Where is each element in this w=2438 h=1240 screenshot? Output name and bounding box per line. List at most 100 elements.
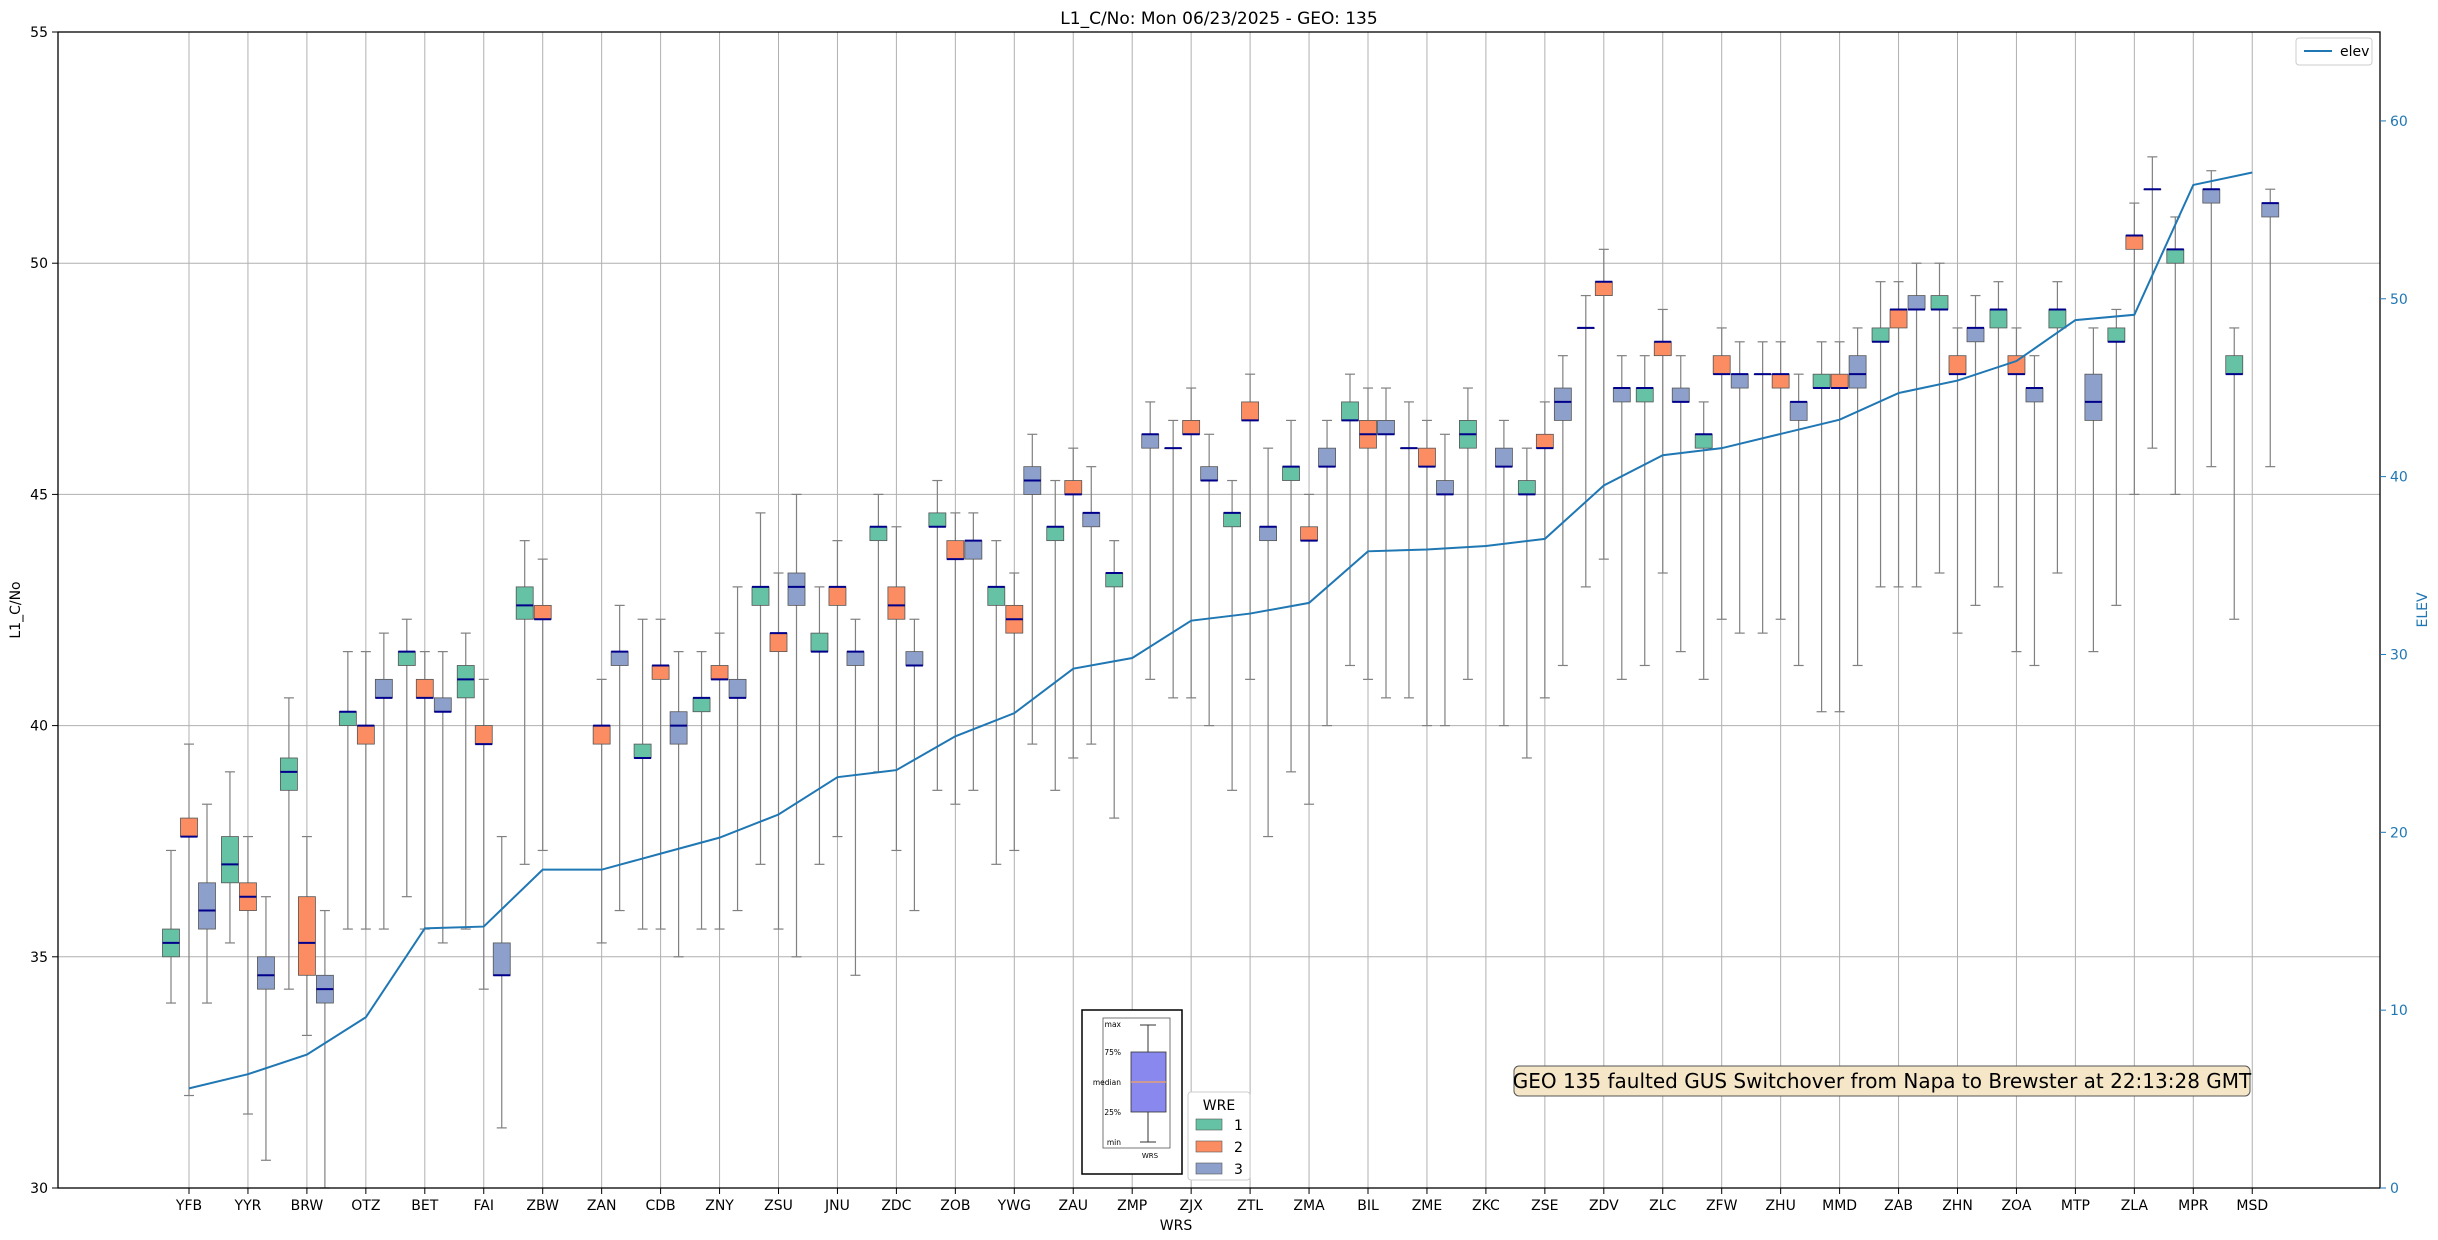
box-iqr [869,526,888,542]
y-tick-label: 30 [30,1181,48,1197]
box-iqr [433,697,452,713]
x-tick-label: ZSU [764,1198,793,1214]
box-iqr [787,572,806,606]
box-iqr [2125,235,2144,250]
box-wre2-ZAU [1064,447,1083,759]
y-axis-left: 30 35 40 45 50 55 [30,25,58,1197]
box-iqr [2025,387,2044,403]
box-wre2-ZAN [592,678,611,944]
x-tick-label: YWG [997,1198,1031,1214]
box-wre1-CDB [633,618,652,930]
box-wre1-JNU [810,586,829,865]
box-wre2-ZLA [2125,202,2144,495]
box-iqr [1105,572,1124,588]
box-wre1-YYR [221,771,239,944]
box-iqr [1141,433,1160,449]
x-tick-label: CDB [646,1198,676,1214]
box-iqr [769,632,788,653]
box-iqr [2225,355,2244,375]
box-wre3-ZOA [2025,355,2044,667]
box-wre1-YFB [162,849,180,1004]
wre-legend-title: WRE [1203,1098,1235,1114]
y-axis-right-label: ELEV [2415,592,2431,627]
box-wre3-ZSU [787,493,806,958]
box-iqr [533,604,552,620]
annotation: GEO 135 faulted GUS Switchover from Napa… [1513,1065,2252,1097]
wre-legend-label-2: 2 [1234,1140,1243,1156]
box-iqr [2166,248,2185,264]
box-wre1-ZME [1400,401,1418,699]
y-tick-label: 50 [30,256,48,272]
box-wre1-ZHN [1930,262,1949,574]
box-wre1-ZLC [1635,355,1654,667]
box-wre2-YWG [1005,572,1024,852]
box-wre1-ZOA [1989,281,2008,588]
x-tick-label: BIL [1357,1198,1379,1214]
box-wre1-ZFW [1694,401,1713,680]
box-wre3-ZSE [1553,355,1572,667]
box-iqr [1064,480,1083,495]
box-wre2-YYR [239,835,257,1115]
box-wre2-ZMA [1300,493,1318,805]
box-iqr [1889,309,1908,329]
box-iqr [905,651,924,666]
x-tick-label: ZDC [881,1198,911,1214]
box-wre1-ZSE [1517,447,1536,759]
box-iqr [1241,401,1259,421]
box-wre1-ZMP [1105,540,1124,819]
box-wre2-ZFW [1712,327,1731,620]
box-iqr [1948,355,1967,375]
y-right-tick-label: 20 [2390,825,2408,841]
x-tick-label: ZMA [1293,1198,1325,1214]
box-iqr [964,540,983,560]
box-iqr [651,665,670,680]
box-iqr [1694,433,1713,449]
y-tick-label: 55 [30,25,48,41]
box-iqr [1671,387,1690,403]
key-label-max: max [1105,1020,1122,1029]
key-label-min: min [1107,1138,1121,1147]
box-iqr [751,586,770,606]
box-wre1-ZLA [2107,308,2126,606]
y-right-tick-label: 30 [2390,647,2408,663]
box-wre2-ZOA [2007,327,2026,653]
box-iqr [1200,466,1219,481]
box-iqr [221,836,239,884]
y-right-tick-label: 60 [2390,114,2408,130]
box-iqr [1871,327,1890,343]
box-wre3-ZME [1436,433,1454,727]
box-iqr [946,540,965,560]
box-wre1-BIL [1341,373,1359,667]
box-wre2-ZHU [1771,341,1790,620]
box-wre2-BRW [297,835,316,1037]
box-wre3-ZJX [1200,433,1219,727]
box-iqr [2048,309,2067,329]
x-tick-label: ZBW [526,1198,559,1214]
box-iqr [374,678,393,699]
box-wre1-YWG [987,540,1006,865]
x-tick-label: ZHU [1765,1198,1795,1214]
box-wre1-MSD [2225,327,2244,620]
x-axis-label: WRS [1160,1218,1193,1234]
box-wre3-ZKC [1495,419,1513,727]
y-tick-label: 45 [30,487,48,503]
key-inset: max 75% median 25% min WRS [1081,1009,1183,1175]
annotation-box [1513,1065,2251,1097]
box-iqr [1812,373,1831,389]
x-tick-label: ZAB [1884,1198,1913,1214]
y-right-tick-label: 40 [2390,470,2408,486]
x-tick-label: MSD [2236,1198,2268,1214]
box-iqr [1495,447,1513,468]
box-iqr [1341,401,1359,421]
y-axis-right: 0 10 20 30 40 50 60 [2380,114,2408,1197]
box-iqr [356,725,375,745]
box-iqr [492,942,511,976]
box-iqr [1517,480,1536,495]
box-iqr [728,678,747,699]
box-wre1-ZDC [869,493,888,773]
box-wre3-ZAN [610,604,629,912]
box-iqr [1930,295,1949,310]
box-iqr [1259,526,1277,542]
plot-frame [57,31,2381,1189]
y-tick-label: 35 [30,950,48,966]
